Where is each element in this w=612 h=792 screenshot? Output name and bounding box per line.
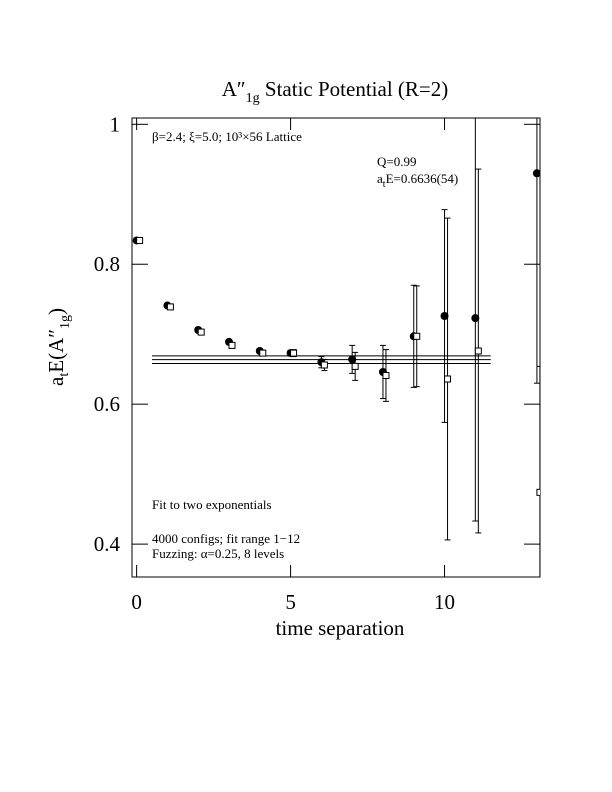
point — [440, 312, 449, 321]
y-label-mid: E(A″ — [44, 329, 68, 373]
y-label-sub: 1g — [58, 315, 73, 329]
point — [259, 349, 267, 357]
point — [532, 169, 540, 178]
plot-area — [132, 118, 540, 577]
annotation: atE=0.6636(54) — [377, 171, 458, 190]
point — [348, 355, 357, 364]
y-axis-label: atE(A″1g) — [44, 308, 73, 386]
point — [471, 314, 480, 323]
title-sub: 1g — [246, 91, 260, 106]
point — [166, 303, 174, 311]
y-label-a: a — [44, 376, 68, 386]
y-tick-label: 0.6 — [94, 392, 120, 416]
annotation: β=2.4; ξ=5.0; 10³×56 Lattice — [152, 129, 302, 144]
energy-t: t — [383, 179, 386, 190]
x-tick-label: 0 — [131, 590, 142, 614]
chart-title: A″1g Static Potential (R=2) — [222, 77, 449, 106]
y-tick-label: 0.4 — [94, 532, 121, 556]
point — [382, 371, 390, 379]
energy-rest: E=0.6636(54) — [386, 171, 459, 186]
x-tick-label: 10 — [434, 590, 455, 614]
y-label-t: t — [57, 373, 72, 377]
annotation: Q=0.99 — [377, 154, 416, 169]
title-rest: Static Potential (R=2) — [260, 77, 449, 101]
x-axis-label: time separation — [276, 616, 405, 640]
point — [444, 375, 452, 383]
energy-a: a — [377, 171, 383, 186]
point — [197, 328, 205, 336]
point — [536, 488, 540, 496]
point — [290, 349, 298, 357]
plot-frame — [131, 117, 541, 578]
point — [474, 347, 482, 355]
y-tick-label: 0.8 — [94, 252, 120, 276]
point — [228, 341, 236, 349]
annotation: Fit to two exponentials — [152, 497, 272, 512]
y-tick-label: 1 — [110, 112, 121, 136]
point — [136, 236, 144, 244]
annotation: Fuzzing: α=0.25, 8 levels — [152, 546, 284, 561]
title-main: A″ — [222, 77, 246, 101]
point — [320, 361, 328, 369]
annotation: 4000 configs; fit range 1−12 — [152, 531, 300, 546]
point — [351, 362, 359, 370]
y-label-end: ) — [44, 308, 68, 315]
x-tick-label: 5 — [285, 590, 296, 614]
point — [413, 332, 421, 340]
